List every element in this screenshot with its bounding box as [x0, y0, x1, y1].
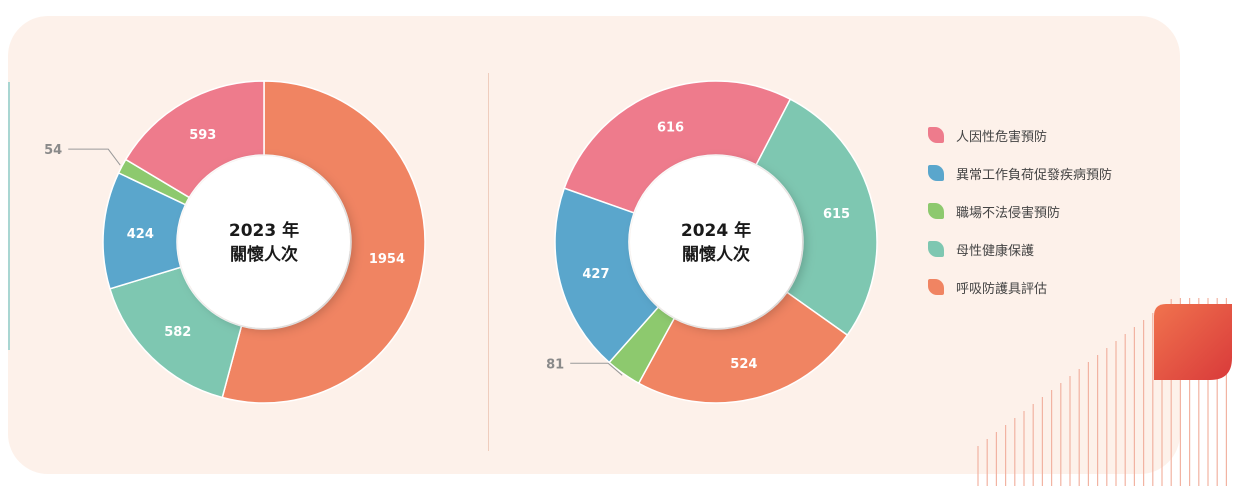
slice-label-2024-4: 427 [582, 267, 609, 282]
slice-2024-2 [637, 291, 849, 404]
legend-swatch-leaf-icon [928, 241, 944, 257]
slice-label-2023-4: 593 [189, 128, 216, 143]
decorative-leaf-and-lines [977, 298, 1232, 486]
slice-2024-1 [755, 98, 878, 337]
slice-label-2024-0: 616 [657, 121, 684, 136]
slice-label-2023-2: 424 [127, 227, 154, 242]
legend-swatch-leaf-icon [928, 165, 944, 181]
decor-leaf-icon [1154, 304, 1232, 380]
legend-label: 呼吸防護具評估 [956, 281, 1048, 297]
center-label-2024-1: 關懷人次 [682, 244, 750, 265]
legend-swatch-leaf-icon [928, 127, 944, 143]
legend-label: 職場不法侵害預防 [956, 205, 1061, 221]
slice-2024-4 [554, 187, 660, 364]
legend-item: 異常工作負荷促發疾病預防 [928, 154, 1112, 192]
donut-center-2024 [630, 156, 802, 328]
center-label-2023-1: 關懷人次 [230, 244, 298, 265]
slice-2023-0 [221, 80, 426, 404]
slice-label-2024-2: 524 [730, 357, 757, 372]
chart-legend: 人因性危害預防異常工作負荷促發疾病預防 職場不法侵害預防 母性健康保護 呼吸防護具評估 [928, 116, 1112, 306]
slice-2023-4 [124, 80, 265, 199]
slice-2024-0 [563, 80, 792, 214]
legend-item: 母性健康保護 [928, 230, 1112, 268]
chart-divider [488, 73, 489, 451]
legend-item: 呼吸防護具評估 [928, 268, 1112, 306]
legend-label: 異常工作負荷促發疾病預防 [956, 167, 1113, 183]
leader-line-2024-3 [570, 362, 623, 376]
slice-label-2024-3: 81 [546, 357, 564, 372]
legend-swatch-leaf-icon [928, 203, 944, 219]
legend-label: 人因性危害預防 [956, 129, 1048, 145]
center-label-2024-0: 2024 年 [681, 220, 751, 241]
legend-swatch-leaf-icon [928, 279, 944, 295]
slice-label-2023-1: 582 [164, 325, 191, 340]
slice-label-2024-1: 615 [823, 207, 850, 222]
left-accent-rule [8, 82, 10, 350]
donut-center-2023 [178, 156, 350, 328]
legend-label: 母性健康保護 [956, 243, 1035, 259]
center-label-2023-0: 2023 年 [229, 220, 299, 241]
slice-label-2023-3: 54 [44, 143, 62, 158]
leader-line-2023-3 [68, 148, 121, 166]
slice-label-2023-0: 1954 [369, 252, 405, 267]
legend-item: 人因性危害預防 [928, 116, 1112, 154]
legend-item: 職場不法侵害預防 [928, 192, 1112, 230]
